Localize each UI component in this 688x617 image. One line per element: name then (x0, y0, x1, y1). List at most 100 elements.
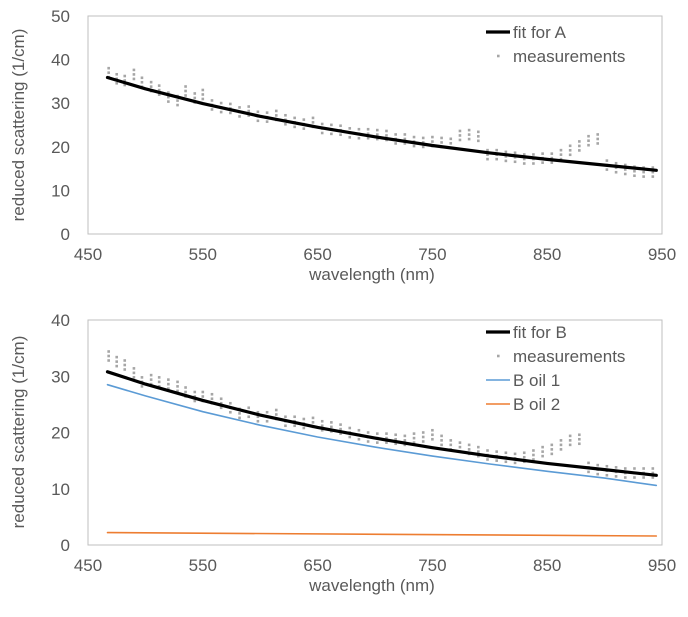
measurement-point (201, 88, 205, 92)
measurement-point (486, 449, 489, 452)
measurement-point (265, 419, 269, 423)
measurement-point (642, 476, 645, 479)
measurement-point (149, 80, 153, 84)
measurement-point (642, 175, 645, 178)
measurement-point (394, 433, 397, 437)
measurement-point (256, 410, 260, 414)
measurement-point (559, 448, 563, 451)
measurement-point (238, 412, 241, 415)
measurement-point (302, 417, 306, 421)
measurement-point (559, 439, 563, 442)
measurement-point (320, 428, 324, 432)
measurement-point (193, 390, 197, 394)
measurement-point (421, 141, 425, 144)
measurement-point (568, 443, 572, 447)
measurement-point (375, 128, 379, 132)
measurement-point (513, 151, 517, 155)
measurement-point (440, 443, 443, 447)
measurement-point (247, 114, 251, 117)
measurement-point (385, 134, 388, 137)
measurement-point (284, 415, 287, 419)
measurement-point (366, 127, 370, 131)
measurement-point (651, 467, 655, 470)
measurement-point (614, 170, 618, 174)
measurement-point (348, 136, 352, 139)
measurement-point (522, 451, 526, 455)
measurement-point (587, 470, 590, 474)
measurement-point (495, 148, 498, 152)
x-tick-label: 550 (189, 245, 217, 264)
measurement-point (201, 93, 205, 96)
measurement-point (633, 174, 636, 178)
measurement-point (219, 110, 223, 114)
series-line-b-oil-1 (106, 383, 658, 487)
legend-label: fit for A (513, 23, 567, 42)
measurement-point (348, 426, 352, 430)
measurement-point (132, 73, 136, 76)
measurement-point (302, 118, 306, 121)
measurement-point (311, 121, 315, 124)
y-tick-label: 20 (51, 138, 70, 157)
x-tick-label: 650 (303, 245, 331, 264)
measurement-point (605, 159, 609, 162)
measurement-point (123, 368, 127, 371)
measurement-point (357, 136, 361, 140)
measurement-point (550, 152, 554, 155)
measurement-point (605, 168, 609, 171)
measurement-point (330, 132, 333, 136)
measurement-point (229, 401, 232, 405)
measurement-point (587, 134, 590, 138)
measurement-point (578, 437, 581, 441)
measurement-point (339, 427, 342, 431)
measurement-point (149, 85, 153, 88)
measurement-point (256, 415, 260, 419)
measurement-point (339, 423, 342, 426)
measurement-point (642, 170, 645, 174)
measurement-point (366, 431, 370, 434)
measurement-point (247, 415, 251, 419)
measurement-point (157, 93, 161, 96)
measurement-point (449, 439, 453, 442)
measurement-point (504, 451, 508, 455)
measurement-point (568, 439, 572, 442)
plot-frame (87, 319, 663, 546)
measurement-point (486, 458, 489, 461)
measurement-point (568, 144, 572, 148)
measurement-point (176, 389, 179, 393)
measurement-point (140, 76, 144, 80)
measurement-point (532, 453, 535, 457)
measurement-point (394, 437, 397, 441)
measurement-point (568, 153, 572, 157)
measurement-point (176, 103, 179, 107)
measurement-point (284, 122, 287, 126)
measurement-point (339, 133, 342, 137)
measurement-point (115, 72, 118, 76)
measurement-point (157, 376, 161, 379)
measurement-point (123, 83, 127, 87)
measurement-point (477, 454, 480, 458)
measurement-point (467, 443, 471, 447)
measurement-point (412, 436, 416, 440)
legend-label: fit for B (513, 323, 567, 342)
measurement-point (394, 142, 397, 145)
measurement-point (219, 397, 223, 401)
legend-label: measurements (513, 347, 625, 366)
y-tick-label: 50 (51, 7, 70, 26)
measurement-point (107, 71, 110, 74)
measurement-point (357, 437, 361, 441)
measurement-point (532, 449, 535, 452)
measurement-point (176, 385, 179, 388)
legend-label: measurements (513, 47, 625, 66)
legend-label: B oil 1 (513, 371, 560, 390)
measurement-point (596, 137, 600, 141)
measurement-point (339, 432, 342, 435)
measurement-point (176, 380, 179, 384)
series-line-fit-for-b (105, 370, 658, 477)
measurement-point (375, 432, 379, 435)
measurement-point (578, 140, 581, 143)
measurement-point (522, 157, 526, 161)
measurement-point (596, 463, 600, 467)
measurement-point (238, 115, 241, 118)
measurement-point (431, 135, 434, 139)
measurement-point (366, 136, 370, 140)
